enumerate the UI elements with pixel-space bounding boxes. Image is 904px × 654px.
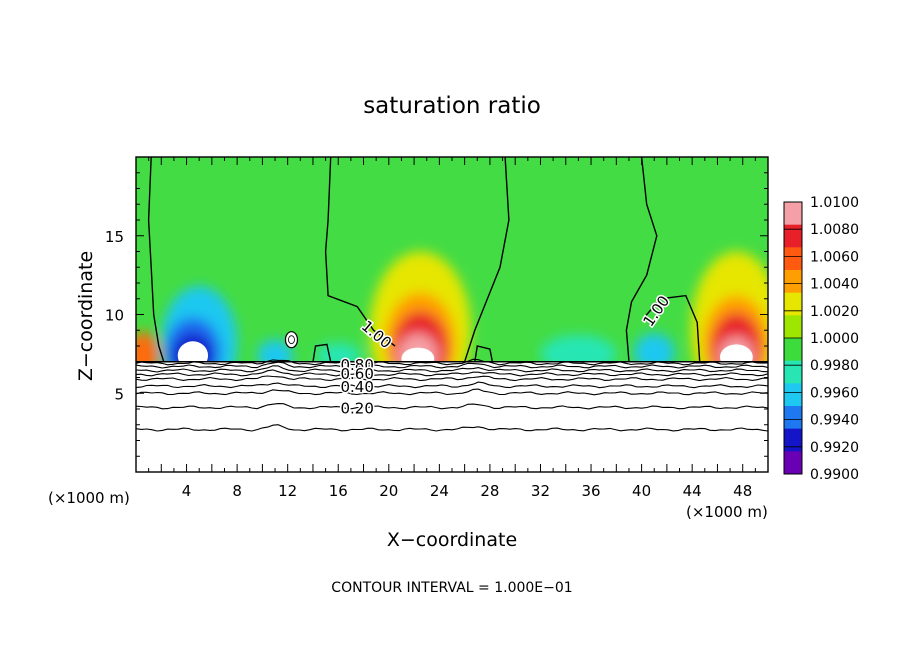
x-tick-label: 12 bbox=[278, 482, 297, 500]
terrain-contour bbox=[136, 369, 768, 377]
colorbar-swatch bbox=[784, 270, 802, 294]
x-tick-label: 48 bbox=[733, 482, 752, 500]
contour-interval-note: CONTOUR INTERVAL = 1.000E−01 bbox=[331, 580, 572, 596]
x-tick-label: 20 bbox=[379, 482, 398, 500]
colorbar-swatch bbox=[784, 338, 802, 362]
x-tick-label: 16 bbox=[329, 482, 348, 500]
colorbar-swatch bbox=[784, 292, 802, 316]
terrain-region bbox=[136, 331, 768, 472]
contour-1-00 bbox=[643, 294, 701, 362]
x-tick-label: 40 bbox=[632, 482, 651, 500]
contour-label: 0.40 bbox=[340, 378, 373, 396]
terrain-contour bbox=[136, 381, 768, 389]
colorbar-swatch bbox=[784, 315, 802, 339]
x-axis-label: X−coordinate bbox=[387, 529, 517, 551]
terrain-contour bbox=[136, 403, 768, 410]
terrain-contour bbox=[136, 361, 768, 369]
contour-1-00 bbox=[312, 343, 332, 362]
colorbar-label: 0.9980 bbox=[810, 358, 859, 374]
contour-label: 0.20 bbox=[340, 400, 373, 418]
x-units-left: (×1000 m) bbox=[48, 489, 130, 507]
colorbar-label: 1.0040 bbox=[810, 277, 859, 293]
ice-cloud bbox=[284, 331, 299, 349]
contour-lines bbox=[147, 157, 701, 363]
ice-cloud-inner bbox=[288, 335, 295, 345]
x-tick-label: 32 bbox=[531, 482, 550, 500]
colorbar-swatch bbox=[784, 360, 802, 384]
colorbar-swatch bbox=[784, 406, 802, 430]
colorbar-swatch bbox=[784, 451, 802, 475]
x-units-right: (×1000 m) bbox=[686, 503, 768, 521]
terrain-contour bbox=[136, 424, 768, 432]
y-axis: 5 10 15 bbox=[105, 156, 768, 473]
x-tick-label: 36 bbox=[581, 482, 600, 500]
contour-label: 0.60 bbox=[340, 365, 373, 383]
contour-1-00 bbox=[474, 345, 494, 362]
y-tick-label: 5 bbox=[114, 385, 124, 403]
colorbar-label: 1.0060 bbox=[810, 249, 859, 265]
colorbar-swatch bbox=[784, 224, 802, 248]
colorbar-label: 1.0020 bbox=[810, 304, 859, 320]
y-axis-label: Z−coordinate bbox=[75, 251, 97, 381]
x-tick-label: 8 bbox=[232, 482, 242, 500]
x-axis: 4 8 12 16 20 24 28 32 36 40 44 48 bbox=[135, 157, 769, 500]
contour-1-00 bbox=[147, 157, 165, 363]
contour-1-00 bbox=[625, 157, 658, 362]
terrain-contour bbox=[136, 375, 768, 382]
contour-1-00 bbox=[463, 157, 510, 363]
x-tick-label: 4 bbox=[182, 482, 192, 500]
y-tick-label: 15 bbox=[105, 228, 124, 246]
colorbar-swatch bbox=[784, 247, 802, 271]
contour-label: 0.80 bbox=[340, 356, 373, 374]
colorbar-swatch bbox=[784, 202, 802, 226]
y-tick-label: 10 bbox=[105, 307, 124, 325]
contour-1-00 bbox=[324, 157, 396, 347]
terrain-contour bbox=[136, 388, 768, 396]
colorbar-label: 1.0100 bbox=[810, 195, 859, 211]
colorbar-label: 1.0000 bbox=[810, 331, 859, 347]
colorbar-label: 0.9940 bbox=[810, 413, 859, 429]
terrain-contour bbox=[136, 358, 768, 366]
chart-title: saturation ratio bbox=[363, 93, 541, 119]
colorbar-label: 1.0080 bbox=[810, 222, 859, 238]
x-tick-label: 44 bbox=[683, 482, 702, 500]
x-tick-label: 28 bbox=[480, 482, 499, 500]
colorbar-label: 0.9960 bbox=[810, 385, 859, 401]
colorbar-swatch bbox=[784, 428, 802, 452]
colorbar-label: 0.9900 bbox=[810, 467, 859, 483]
colorbar-label: 0.9920 bbox=[810, 440, 859, 456]
plot-area: 1.001.000.800.600.400.20 bbox=[136, 157, 768, 472]
terrain-contour bbox=[136, 365, 768, 373]
colorbar-swatch bbox=[784, 383, 802, 407]
colorbar: 1.0100 1.0080 1.0060 1.0040 1.0020 1.0000 0.99… bbox=[783, 195, 859, 483]
x-tick-label: 24 bbox=[430, 482, 449, 500]
